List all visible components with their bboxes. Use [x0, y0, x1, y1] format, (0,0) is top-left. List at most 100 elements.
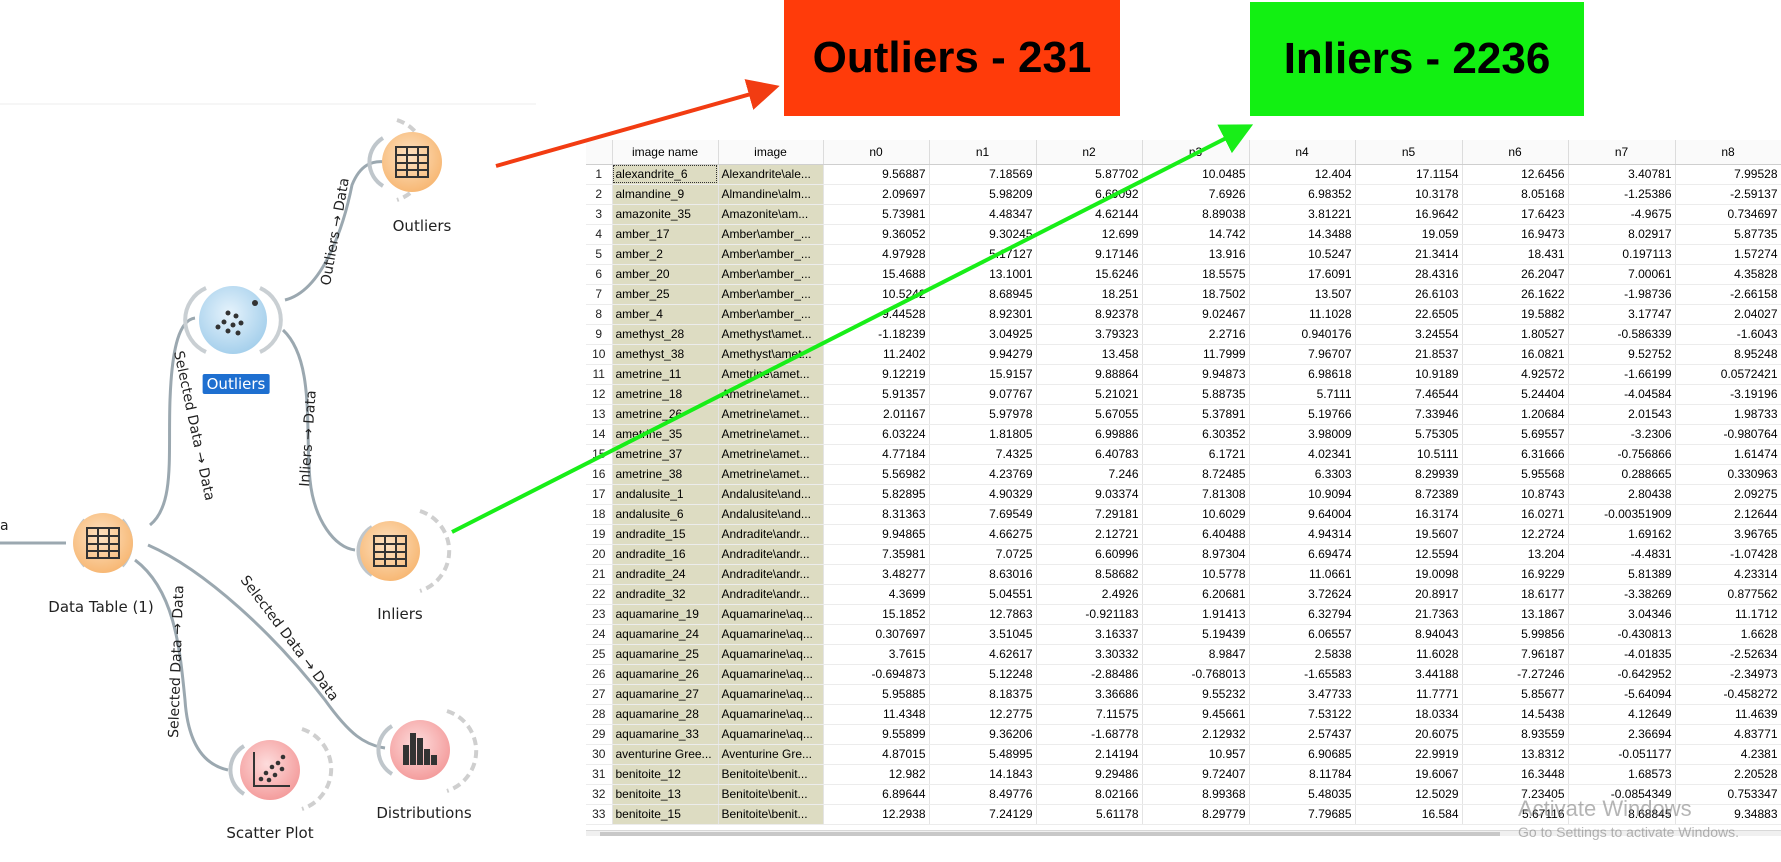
- table-cell[interactable]: 8.29939: [1355, 464, 1463, 485]
- table-cell[interactable]: Ametrine\amet...: [718, 444, 824, 465]
- table-cell[interactable]: 3.7615: [823, 644, 930, 665]
- table-cell[interactable]: -2.59137: [1675, 184, 1781, 205]
- table-cell[interactable]: 6.98618: [1249, 364, 1356, 385]
- table-cell[interactable]: alexandrite_6: [612, 164, 719, 185]
- table-cell[interactable]: 7.69549: [929, 504, 1037, 525]
- table-row[interactable]: 6 amber_20 Amber\amber_... 15.4688 13.1001 15…: [586, 264, 1781, 285]
- table-cell[interactable]: 5.81389: [1568, 564, 1676, 585]
- scatter-plot-node[interactable]: [228, 727, 334, 811]
- table-cell[interactable]: Aquamarine\aq...: [718, 704, 824, 725]
- table-cell[interactable]: 0.940176: [1249, 324, 1356, 345]
- table-cell[interactable]: 26.2047: [1462, 264, 1569, 285]
- table-cell[interactable]: 7.79685: [1249, 804, 1356, 825]
- table-cell[interactable]: 18.6177: [1462, 584, 1569, 605]
- table-cell[interactable]: 2.01543: [1568, 404, 1676, 425]
- table-cell[interactable]: Aquamarine\aq...: [718, 604, 824, 625]
- table-cell[interactable]: 14.742: [1142, 224, 1250, 245]
- table-cell[interactable]: 11.7771: [1355, 684, 1463, 705]
- table-cell[interactable]: 9.94873: [1142, 364, 1250, 385]
- table-cell[interactable]: 5.88735: [1142, 384, 1250, 405]
- table-cell[interactable]: 6.1721: [1142, 444, 1250, 465]
- table-cell[interactable]: 3.16337: [1036, 624, 1143, 645]
- table-cell[interactable]: 7.6926: [1142, 184, 1250, 205]
- table-cell[interactable]: 5.48995: [929, 744, 1037, 765]
- table-cell[interactable]: 12.2724: [1462, 524, 1569, 545]
- table-cell[interactable]: 12.7863: [929, 604, 1037, 625]
- table-cell[interactable]: amber_25: [612, 284, 719, 305]
- table-row[interactable]: 1 alexandrite_6 Alexandrite\ale... 9.56887 7…: [586, 164, 1781, 185]
- table-cell[interactable]: 4.92572: [1462, 364, 1569, 385]
- table-cell[interactable]: ametrine_26: [612, 404, 719, 425]
- table-cell[interactable]: 6.89644: [823, 784, 930, 805]
- table-cell[interactable]: 5.56982: [823, 464, 930, 485]
- table-cell[interactable]: 6.40783: [1036, 444, 1143, 465]
- table-cell[interactable]: 13.458: [1036, 344, 1143, 365]
- table-cell[interactable]: 10.6029: [1142, 504, 1250, 525]
- table-row[interactable]: 5 amber_2 Amber\amber_... 4.97928 5.17127 9.1…: [586, 244, 1781, 265]
- table-cell[interactable]: 1.80527: [1462, 324, 1569, 345]
- table-cell[interactable]: -0.051177: [1568, 744, 1676, 765]
- table-cell[interactable]: 15.9157: [929, 364, 1037, 385]
- table-cell[interactable]: 1.69162: [1568, 524, 1676, 545]
- table-row[interactable]: 26 aquamarine_26 Aquamarine\aq... -0.694873…: [586, 664, 1781, 685]
- table-cell[interactable]: Benitoite\benit...: [718, 784, 824, 805]
- column-header[interactable]: image name: [612, 140, 719, 165]
- table-cell[interactable]: amethyst_28: [612, 324, 719, 345]
- table-row[interactable]: 27 aquamarine_27 Aquamarine\aq... 5.95885 8.…: [586, 684, 1781, 705]
- table-cell[interactable]: 8.18375: [929, 684, 1037, 705]
- table-cell[interactable]: Amber\amber_...: [718, 284, 824, 305]
- table-cell[interactable]: -3.19196: [1675, 384, 1781, 405]
- table-cell[interactable]: 3.04925: [929, 324, 1037, 345]
- table-cell[interactable]: benitoite_12: [612, 764, 719, 785]
- table-cell[interactable]: 9.88864: [1036, 364, 1143, 385]
- column-header[interactable]: n2: [1036, 140, 1143, 165]
- table-cell[interactable]: 9.44528: [823, 304, 930, 325]
- table-cell[interactable]: 3.36686: [1036, 684, 1143, 705]
- data-table-node[interactable]: [73, 513, 133, 573]
- table-row[interactable]: 10 amethyst_38 Amethyst\amet... 11.2402 9.94…: [586, 344, 1781, 365]
- table-cell[interactable]: 6.90685: [1249, 744, 1356, 765]
- table-cell[interactable]: 2.01167: [823, 404, 930, 425]
- table-cell[interactable]: 13.1867: [1462, 604, 1569, 625]
- data-table-grid[interactable]: image name image n0 n1 n2 n3 n4 n5 n6 n7 n8 1 alexa…: [586, 140, 1781, 825]
- table-cell[interactable]: 2.57437: [1249, 724, 1356, 745]
- table-cell[interactable]: 9.30245: [929, 224, 1037, 245]
- table-cell[interactable]: Aquamarine\aq...: [718, 624, 824, 645]
- table-cell[interactable]: 18.431: [1462, 244, 1569, 265]
- table-cell[interactable]: 12.2775: [929, 704, 1037, 725]
- table-cell[interactable]: -0.430813: [1568, 624, 1676, 645]
- table-cell[interactable]: 9.52752: [1568, 344, 1676, 365]
- table-cell[interactable]: Andradite\andr...: [718, 524, 824, 545]
- table-cell[interactable]: 8.31363: [823, 504, 930, 525]
- column-header[interactable]: n0: [823, 140, 930, 165]
- inliers-table-node[interactable]: [356, 509, 452, 593]
- data-table-view[interactable]: image name image n0 n1 n2 n3 n4 n5 n6 n7 n8 1 alexa…: [586, 140, 1781, 832]
- table-cell[interactable]: 15.4688: [823, 264, 930, 285]
- table-cell[interactable]: 5.75305: [1355, 424, 1463, 445]
- table-cell[interactable]: aquamarine_19: [612, 604, 719, 625]
- table-cell[interactable]: 3.44188: [1355, 664, 1463, 685]
- column-header[interactable]: image: [718, 140, 824, 165]
- table-cell[interactable]: aquamarine_24: [612, 624, 719, 645]
- table-cell[interactable]: 8.58682: [1036, 564, 1143, 585]
- table-cell[interactable]: -4.4831: [1568, 544, 1676, 565]
- table-cell[interactable]: 13.8312: [1462, 744, 1569, 765]
- link-data-to-distributions[interactable]: [147, 543, 386, 750]
- workflow-canvas[interactable]: Outliers → Data Selected Data → Data Inl…: [0, 0, 540, 862]
- table-cell[interactable]: 9.72407: [1142, 764, 1250, 785]
- table-cell[interactable]: 18.5575: [1142, 264, 1250, 285]
- table-cell[interactable]: 0.753347: [1675, 784, 1781, 805]
- table-cell[interactable]: 16.9473: [1462, 224, 1569, 245]
- row-number-header[interactable]: [586, 140, 613, 165]
- table-cell[interactable]: 7.46544: [1355, 384, 1463, 405]
- table-cell[interactable]: 19.5607: [1355, 524, 1463, 545]
- table-cell[interactable]: 0.734697: [1675, 204, 1781, 225]
- table-cell[interactable]: 6.98352: [1249, 184, 1356, 205]
- table-cell[interactable]: -0.458272: [1675, 684, 1781, 705]
- table-cell[interactable]: 5.95885: [823, 684, 930, 705]
- table-row[interactable]: 4 amber_17 Amber\amber_... 9.36052 9.30245 12…: [586, 224, 1781, 245]
- table-row[interactable]: 29 aquamarine_33 Aquamarine\aq... 9.55899 9.…: [586, 724, 1781, 745]
- table-cell[interactable]: amber_2: [612, 244, 719, 265]
- table-cell[interactable]: 7.18569: [929, 164, 1037, 185]
- table-cell[interactable]: 11.2402: [823, 344, 930, 365]
